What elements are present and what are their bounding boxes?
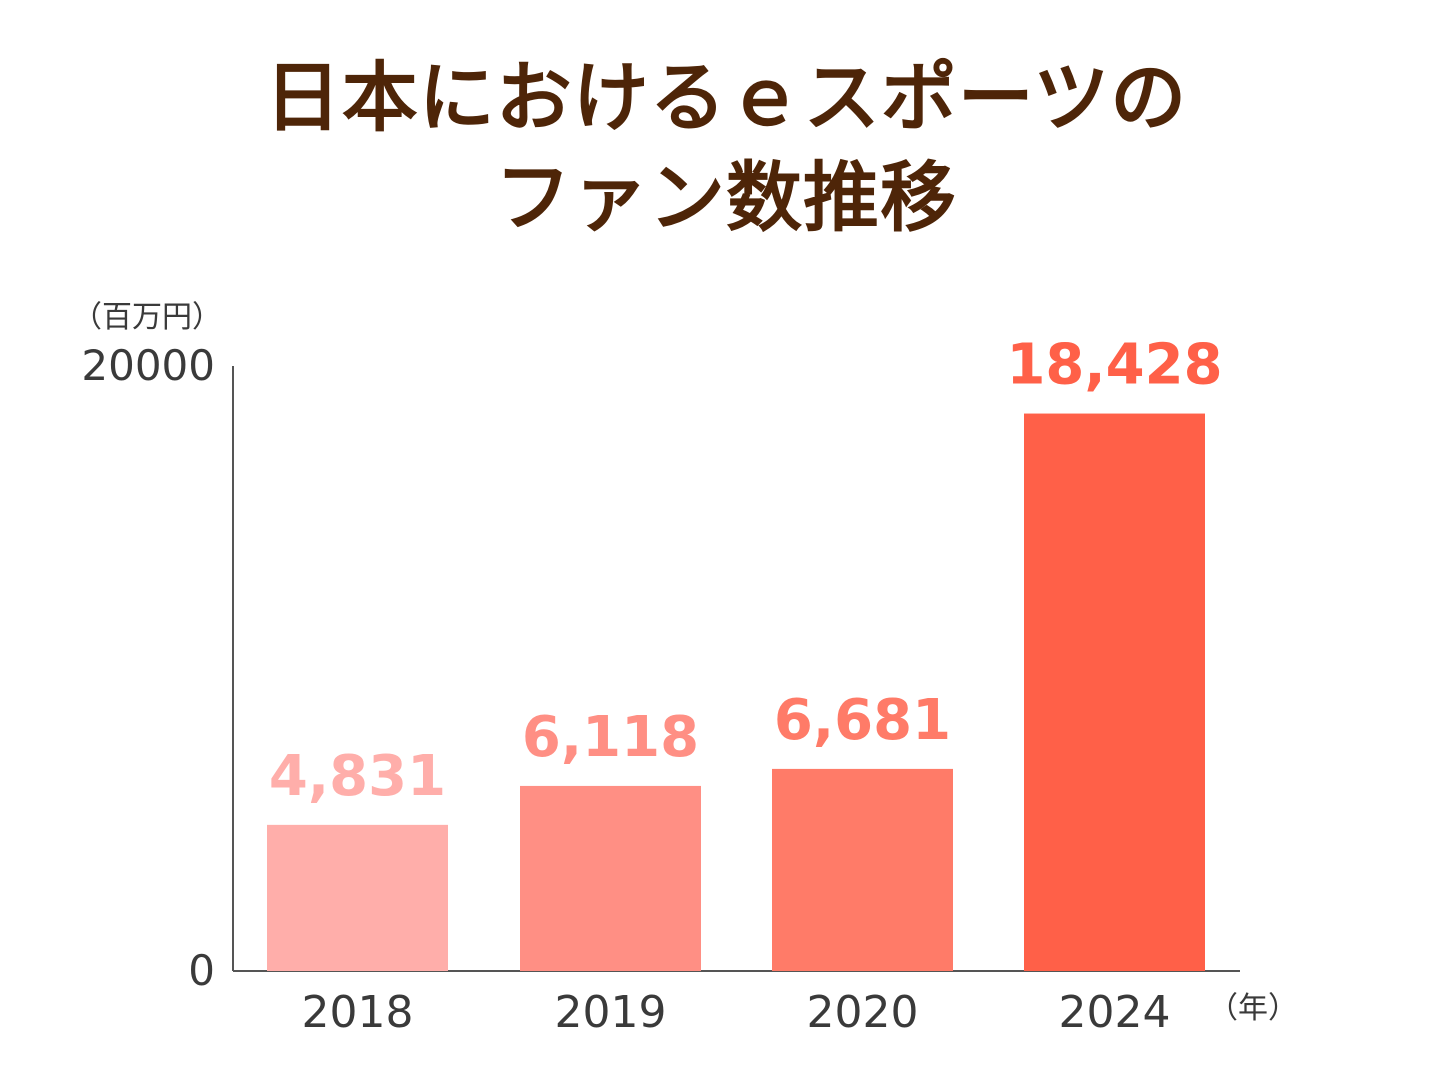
bar-2019 bbox=[520, 785, 701, 971]
x-tick-label: 2019 bbox=[555, 987, 667, 1038]
data-labels: 4,831 6,118 6,681 18,428 bbox=[269, 333, 1223, 809]
chart-title-line-1: 日本におけるｅスポーツの bbox=[264, 53, 1188, 142]
x-tick-labels: 2018 2019 2020 2024 bbox=[302, 987, 1171, 1038]
chart-title-line-2: ファン数推移 bbox=[495, 153, 957, 242]
x-axis-unit-label: （年） bbox=[1208, 991, 1298, 1026]
bar-series bbox=[267, 413, 1205, 972]
y-tick-labels: 0 20000 bbox=[81, 341, 215, 995]
bar-2018 bbox=[267, 824, 448, 971]
data-label: 6,118 bbox=[522, 705, 699, 770]
x-tick-label: 2020 bbox=[807, 987, 919, 1038]
y-tick-label: 20000 bbox=[81, 341, 215, 390]
data-label: 6,681 bbox=[774, 688, 951, 753]
y-axis-unit-label: （百万円） bbox=[72, 300, 222, 335]
y-tick-label: 0 bbox=[188, 946, 215, 995]
x-tick-label: 2024 bbox=[1059, 987, 1171, 1038]
bar-2020 bbox=[772, 768, 953, 971]
data-label: 4,831 bbox=[269, 744, 446, 809]
x-tick-label: 2018 bbox=[302, 987, 414, 1038]
data-label: 18,428 bbox=[1006, 333, 1222, 398]
bar-2024 bbox=[1024, 413, 1205, 972]
